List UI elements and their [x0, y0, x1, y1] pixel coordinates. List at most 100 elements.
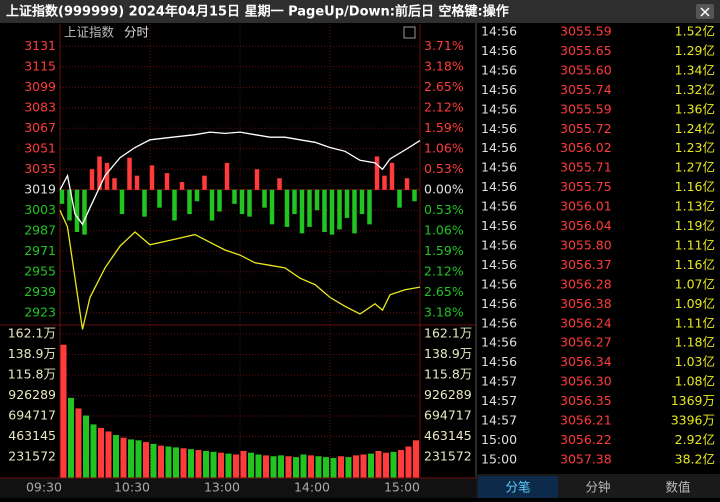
volume-bar	[263, 455, 269, 478]
trade-time: 14:56	[481, 199, 517, 214]
trade-time: 14:56	[481, 276, 517, 291]
x-tick-label: 13:00	[204, 480, 240, 495]
trade-volume: 1.24亿	[675, 121, 715, 136]
tab[interactable]: 分笔	[505, 480, 530, 495]
volume-bar	[413, 440, 419, 478]
trade-price: 3055.60	[560, 62, 612, 77]
volume-bar	[383, 452, 389, 478]
chart-label: 上证指数	[64, 25, 115, 40]
y2-tick-label: 1.06%	[424, 222, 464, 237]
volume-bar	[285, 456, 292, 478]
trade-volume: 1.27亿	[675, 160, 715, 175]
tab[interactable]: 分钟	[585, 480, 610, 495]
trade-volume: 1.03亿	[675, 354, 715, 369]
trade-price: 3055.75	[560, 179, 612, 194]
volume-bar	[218, 452, 224, 478]
y2-tick-label: 138.9万	[424, 346, 472, 361]
trade-time: 14:56	[481, 237, 517, 252]
trade-volume: 1.09亿	[675, 296, 715, 311]
price-line	[59, 210, 421, 330]
trade-volume: 38.2亿	[675, 451, 715, 466]
volume-bar	[375, 450, 382, 478]
volume-bar	[405, 446, 412, 478]
trade-price: 3056.35	[560, 393, 612, 408]
trade-volume: 3396万	[671, 413, 715, 428]
y-tick-label: 138.9万	[8, 346, 56, 361]
y-tick-label: 231572	[8, 448, 56, 463]
time-axis-band	[0, 478, 476, 498]
y-tick-label: 2939	[24, 284, 56, 299]
y-tick-label: 3035	[24, 161, 56, 176]
volume-bar	[353, 455, 359, 478]
trade-time: 14:56	[481, 160, 517, 175]
y-tick-label: 2923	[24, 304, 56, 319]
settings-icon[interactable]	[403, 26, 416, 39]
y2-tick-label: 3.18%	[424, 58, 464, 73]
volume-bar	[278, 455, 284, 478]
volume-bar	[150, 443, 157, 478]
trade-price: 3055.74	[560, 82, 612, 97]
trade-price: 3056.38	[560, 296, 612, 311]
trade-time: 14:56	[481, 335, 517, 350]
volume-bar	[315, 456, 322, 478]
trade-volume: 1.11亿	[675, 237, 715, 252]
y-tick-label: 162.1万	[8, 326, 56, 341]
x-tick-label: 09:30	[26, 480, 62, 495]
trade-price: 3055.72	[560, 121, 612, 136]
trade-price: 3055.59	[560, 101, 612, 116]
trade-volume: 1369万	[671, 393, 715, 408]
volume-bar	[330, 458, 337, 478]
trade-time: 14:56	[481, 296, 517, 311]
trade-time: 14:56	[481, 101, 517, 116]
trade-volume: 1.29亿	[675, 43, 715, 58]
volume-bar	[180, 448, 187, 478]
close-icon	[700, 7, 710, 17]
trade-time: 14:57	[481, 374, 517, 389]
x-tick-label: 15:00	[384, 480, 420, 495]
trade-volume: 1.36亿	[675, 101, 715, 116]
volume-bar	[225, 453, 232, 478]
y-tick-label: 2987	[24, 222, 56, 237]
y-tick-label: 3051	[24, 140, 56, 155]
volume-bar	[188, 449, 194, 478]
y-tick-label: 3115	[24, 58, 56, 73]
trade-price: 3056.37	[560, 257, 612, 272]
y2-tick-label: 3.71%	[424, 38, 464, 53]
volume-bar	[90, 424, 97, 478]
volume-bar	[128, 439, 134, 478]
trade-time: 14:56	[481, 140, 517, 155]
volume-bar	[255, 454, 262, 478]
y-tick-label: 694717	[8, 407, 56, 422]
trade-volume: 1.13亿	[675, 199, 715, 214]
y2-tick-label: 1.59%	[424, 120, 464, 135]
trade-time: 14:56	[481, 24, 517, 39]
volume-bar	[323, 457, 329, 478]
trade-time: 14:56	[481, 218, 517, 233]
trade-time: 14:56	[481, 82, 517, 97]
volume-bar	[308, 455, 314, 478]
volume-bar	[173, 447, 179, 478]
trade-volume: 1.18亿	[675, 335, 715, 350]
volume-bar	[210, 451, 217, 478]
trade-volume: 1.52亿	[675, 24, 715, 39]
y2-tick-label: 3.18%	[424, 304, 464, 319]
volume-bar	[368, 453, 374, 478]
close-button[interactable]	[696, 4, 714, 19]
y2-tick-label: 694717	[424, 407, 472, 422]
y2-tick-label: 162.1万	[424, 326, 472, 341]
y-tick-label: 3003	[24, 202, 56, 217]
trade-volume: 1.16亿	[675, 179, 715, 194]
volume-bar	[300, 454, 307, 478]
volume-bar	[195, 450, 202, 478]
volume-bar	[68, 397, 74, 478]
volume-bar	[105, 431, 112, 478]
trade-time: 14:57	[481, 393, 517, 408]
trade-time: 14:56	[481, 257, 517, 272]
trade-price: 3056.04	[560, 218, 612, 233]
volume-bar	[270, 456, 277, 478]
trade-price: 3057.38	[560, 451, 612, 466]
volume-bar	[165, 446, 172, 478]
trade-volume: 1.07亿	[675, 276, 715, 291]
tab[interactable]: 数值	[665, 480, 690, 495]
